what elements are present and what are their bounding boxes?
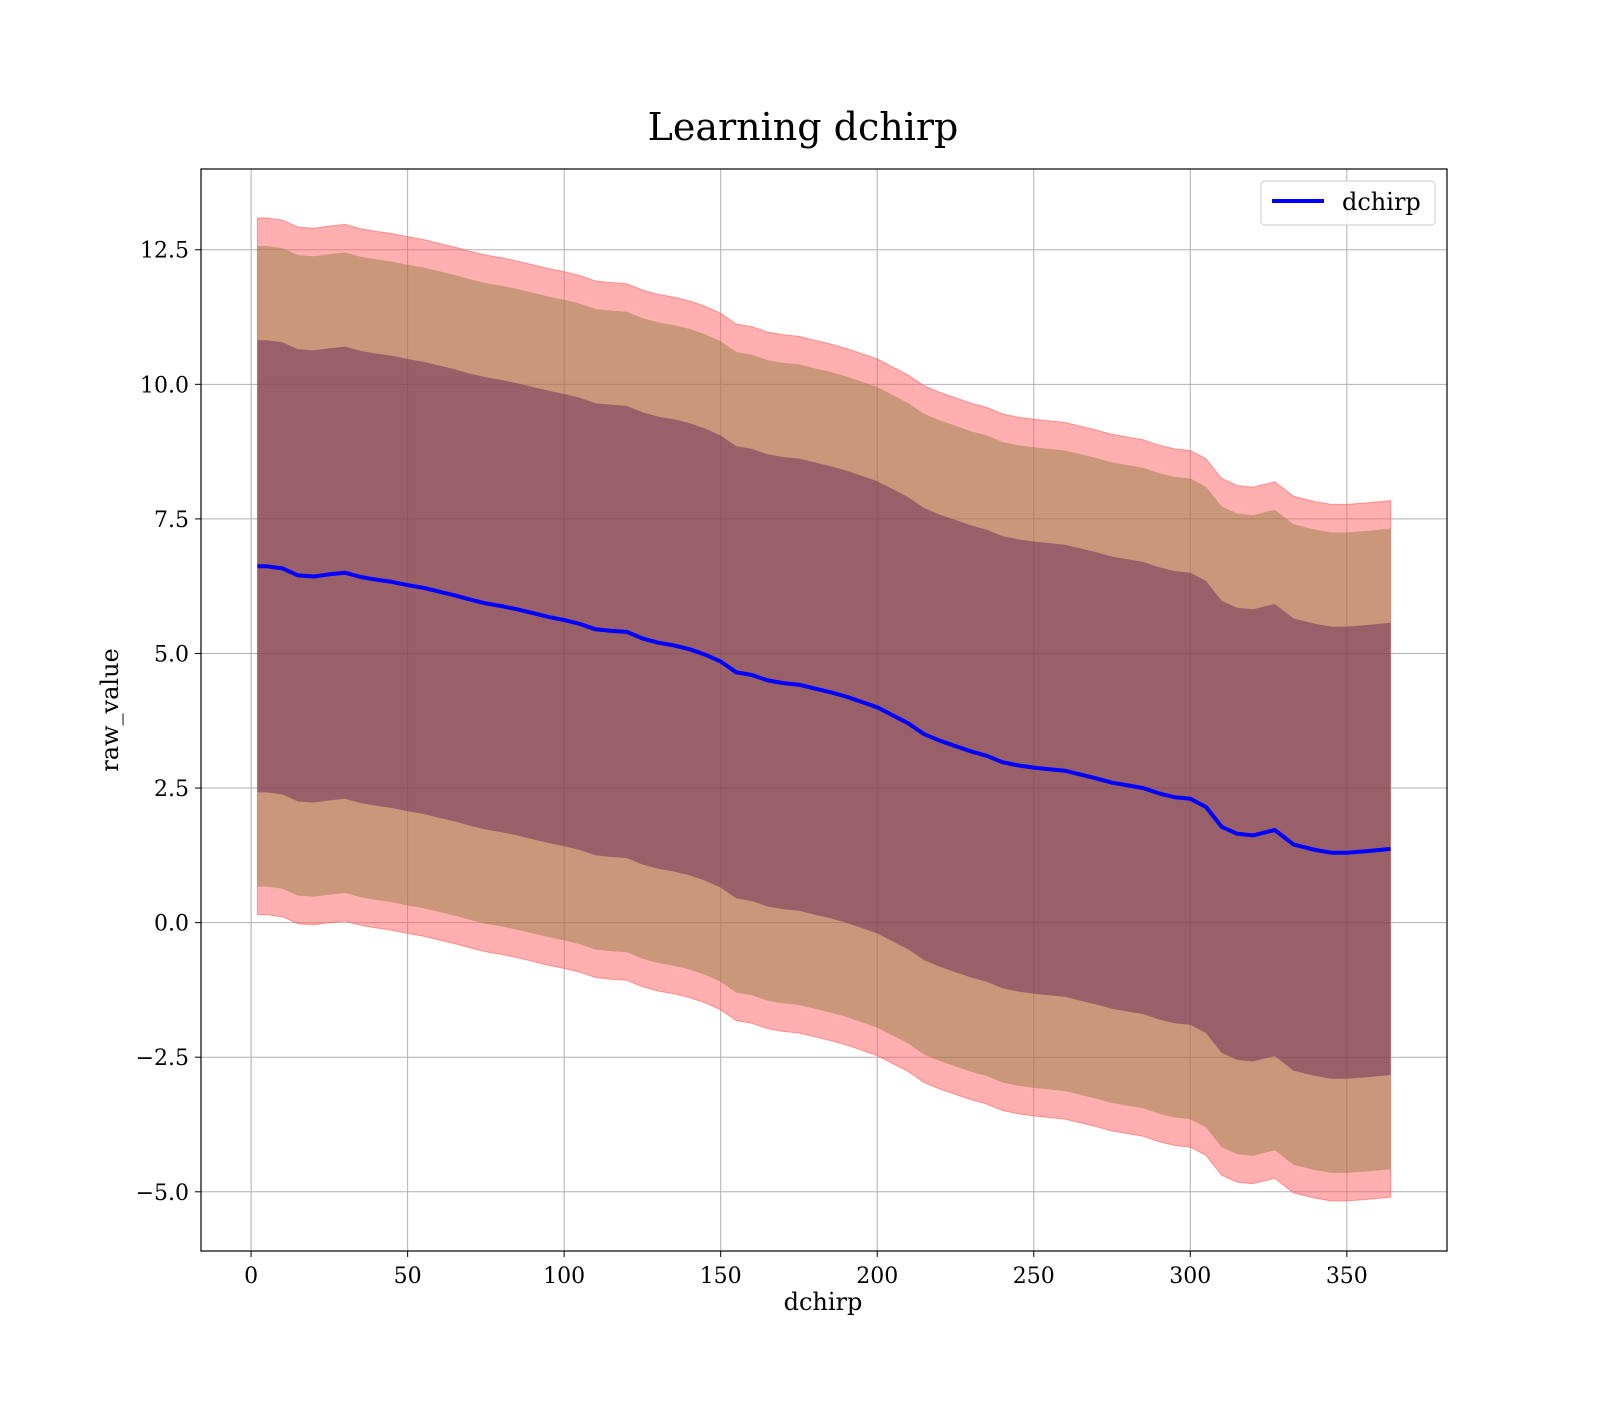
y-tick-label: 10.0 [140, 373, 189, 398]
x-tick-label: 300 [1169, 1264, 1211, 1289]
y-tick-label: 5.0 [154, 642, 189, 667]
y-tick-label: 0.0 [154, 912, 189, 937]
line-layer [257, 564, 1391, 855]
x-tick-layer: 0 50 100 150 200 250 300 350 [244, 1251, 1368, 1289]
y-tick-label: −5.0 [136, 1181, 189, 1206]
legend-box [1260, 180, 1436, 226]
x-tick-label: 250 [1013, 1264, 1055, 1289]
y-tick-label: −2.5 [136, 1046, 189, 1071]
x-axis-label: dchirp [784, 1288, 863, 1316]
legend-entry-dchirp: dchirp [1342, 188, 1421, 216]
y-tick-label: 2.5 [154, 777, 189, 802]
x-tick-label: 200 [856, 1264, 898, 1289]
x-tick-label: 100 [543, 1264, 585, 1289]
y-tick-layer: −5.0 −2.5 0.0 2.5 5.0 7.5 10.0 12.5 [136, 239, 201, 1206]
y-axis-label: raw_value [96, 648, 124, 772]
plot-frame [200, 168, 1448, 1252]
y-tick-label: 7.5 [154, 508, 189, 533]
y-tick-label: 12.5 [140, 239, 189, 264]
band-layer [256, 217, 1392, 1202]
legend: dchirp [1260, 180, 1436, 226]
x-tick-label: 350 [1326, 1264, 1368, 1289]
x-tick-label: 150 [700, 1264, 742, 1289]
series-line-dchirp [257, 564, 1391, 855]
band-inner [257, 340, 1391, 1079]
x-tick-label: 0 [244, 1264, 258, 1289]
x-tick-label: 50 [394, 1264, 422, 1289]
chart-title: Learning dchirp [648, 105, 959, 149]
